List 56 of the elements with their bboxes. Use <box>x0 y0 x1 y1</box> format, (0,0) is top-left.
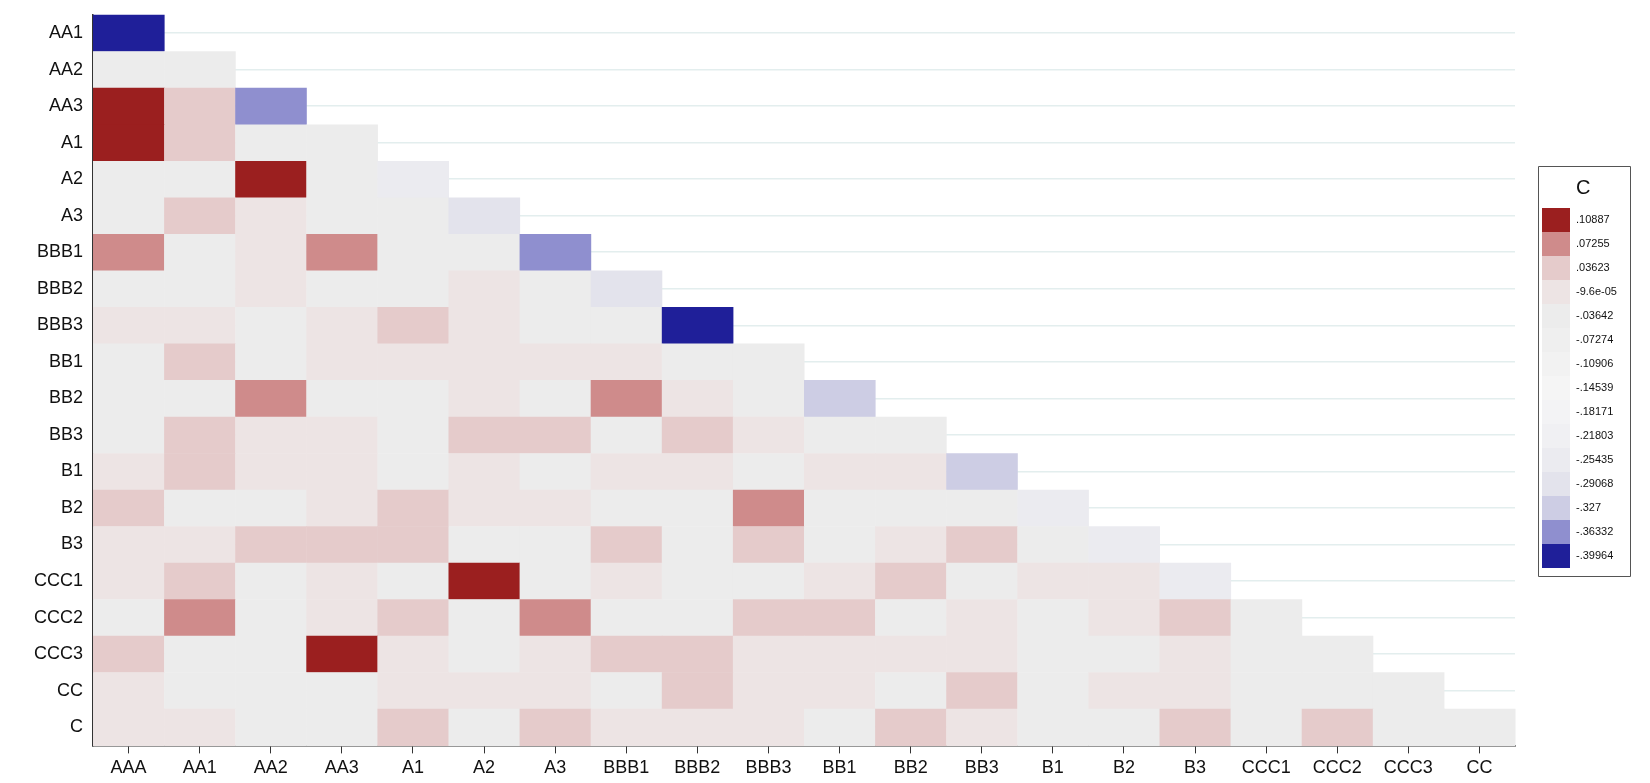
color-bar-label: -.10906 <box>1576 357 1614 370</box>
x-tick-label: BBB2 <box>674 757 721 778</box>
x-tick-label: BB1 <box>822 757 857 778</box>
color-bar-label: -.39964 <box>1576 549 1614 562</box>
y-tick-label: C <box>70 716 84 737</box>
x-tick-label: BB3 <box>964 757 999 778</box>
color-bar-label: .07255 <box>1576 237 1610 250</box>
color-bar-label: .10887 <box>1576 213 1610 226</box>
color-bar-label: -.18171 <box>1576 405 1614 418</box>
x-tick-label: CCC1 <box>1241 757 1291 778</box>
x-tick-label: AA1 <box>182 757 217 778</box>
y-tick-label: A1 <box>60 131 84 152</box>
color-bar-label: .03623 <box>1576 261 1610 274</box>
x-tick-label: AAA <box>110 757 147 778</box>
y-tick-label: BB3 <box>48 423 84 444</box>
color-bar-label: -9.6e-05 <box>1576 285 1617 298</box>
x-tick-label: B3 <box>1184 757 1207 778</box>
y-tick-label: B3 <box>60 533 84 554</box>
x-tick-label: CCC3 <box>1383 757 1433 778</box>
color-bar-label: -.36332 <box>1576 525 1614 538</box>
x-tick-label: BB2 <box>893 757 928 778</box>
y-tick-label: CCC3 <box>33 643 84 664</box>
y-tick-label: AA1 <box>48 22 84 43</box>
y-tick-label: A2 <box>60 168 84 189</box>
color-bar-label: -.29068 <box>1576 477 1614 490</box>
y-tick-label: B1 <box>60 460 84 481</box>
color-bar-title: C <box>1576 176 1591 198</box>
y-tick-label: CC <box>57 679 84 700</box>
color-bar-label: -.03642 <box>1576 309 1614 322</box>
y-tick-label: BB2 <box>48 387 84 408</box>
color-bar-label: -.21803 <box>1576 429 1614 442</box>
y-tick-label: BBB1 <box>36 241 84 262</box>
x-tick-label: B1 <box>1041 757 1064 778</box>
x-tick-label: AA2 <box>253 757 288 778</box>
x-tick-label: CCC2 <box>1312 757 1362 778</box>
x-tick-label: BBB3 <box>745 757 792 778</box>
color-bar-label: -.25435 <box>1576 453 1614 466</box>
y-tick-label: CCC1 <box>33 569 84 590</box>
x-tick-label: A1 <box>401 757 424 778</box>
x-tick-label: A3 <box>544 757 567 778</box>
color-bar-label: -.327 <box>1576 501 1602 514</box>
y-tick-label: BBB3 <box>36 314 84 335</box>
x-tick-label: A2 <box>473 757 496 778</box>
y-tick-label: AA2 <box>48 58 84 79</box>
color-bar-label: -.07274 <box>1576 333 1614 346</box>
y-tick-label: BB1 <box>48 350 84 371</box>
color-bar-label: -.14539 <box>1576 381 1614 394</box>
y-tick-label: BBB2 <box>36 277 84 298</box>
x-tick-label: BBB1 <box>603 757 650 778</box>
x-tick-label: AA3 <box>324 757 359 778</box>
x-tick-label: B2 <box>1112 757 1135 778</box>
y-tick-label: A3 <box>60 204 84 225</box>
y-tick-label: AA3 <box>48 95 84 116</box>
y-tick-label: B2 <box>60 496 84 517</box>
x-tick-label: CC <box>1466 757 1493 778</box>
y-tick-label: CCC2 <box>33 606 84 627</box>
